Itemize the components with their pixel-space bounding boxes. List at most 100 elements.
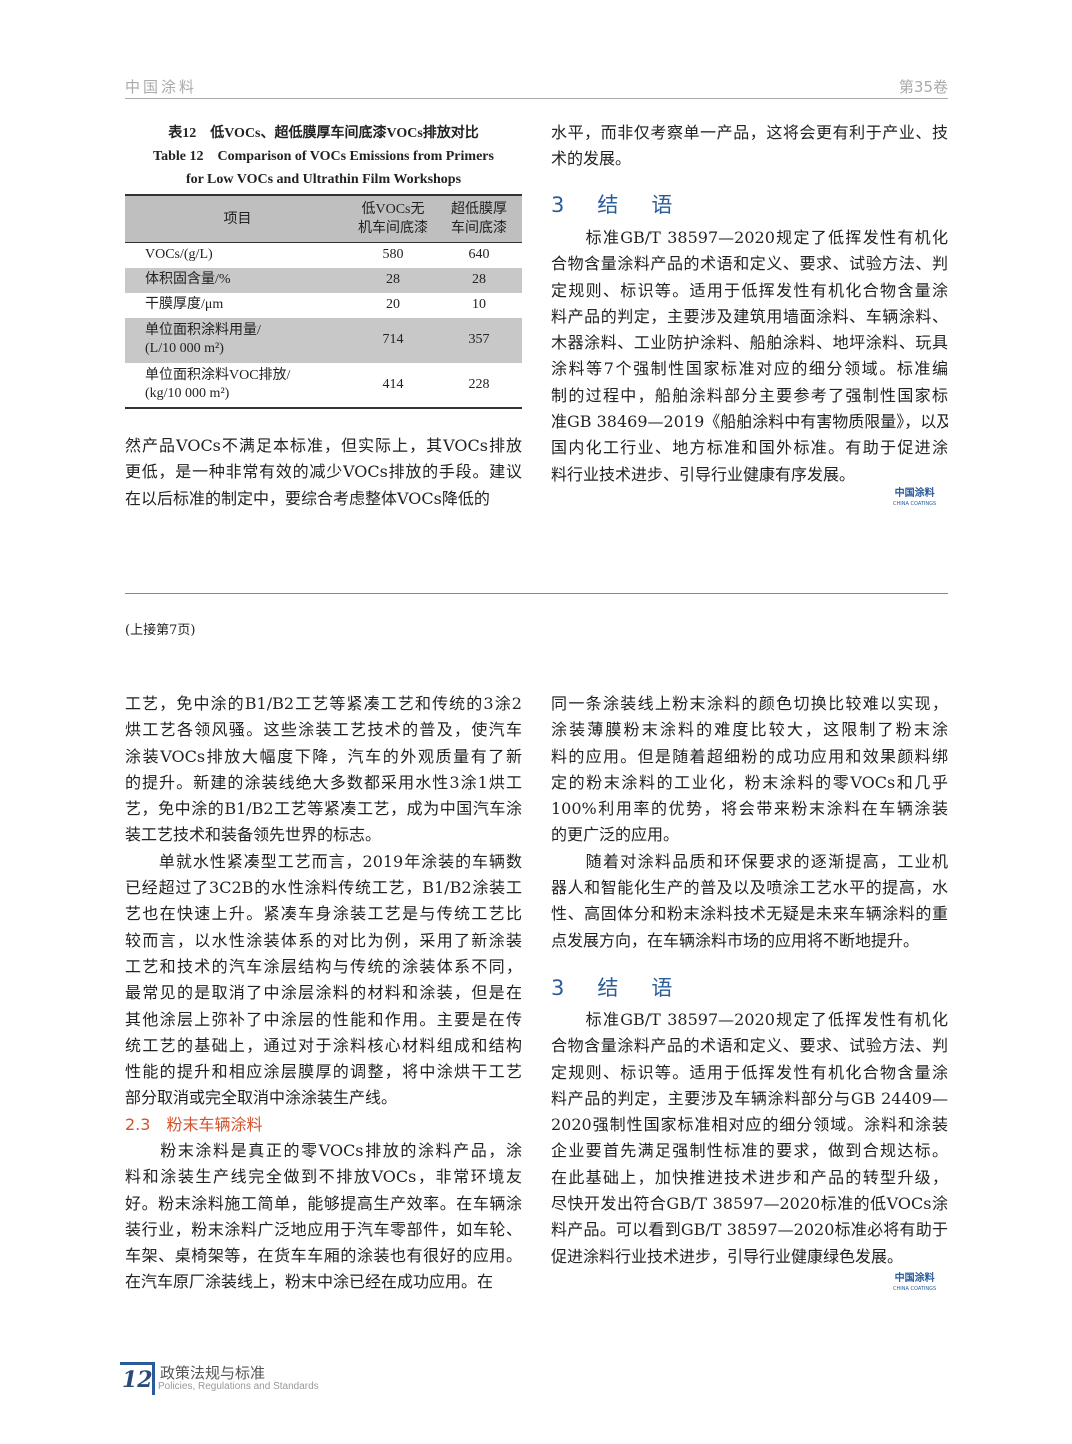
table-header-row: 项目 低VOCs无 机车间底漆 超低膜厚 车间底漆 [125,194,522,243]
table-header-cell: 项目 [125,194,350,243]
text-line: 料的应用。但是随着超细粉的成功应用和效果颜料绑 [551,746,948,766]
text-line: 艺也在快速上升。紧凑车身涂装工艺是与传统工艺比 [125,904,522,924]
top-right-text: 水平，而非仅考察单一产品，这将会更有利于产业、技 术的发展。 [551,120,948,173]
text-line: 促进涂料行业技术进步，引导行业健康绿色发展。 [551,1246,904,1266]
text-line: 料产品的判定，主要涉及建筑用墙面涂料、车辆涂料、 [551,306,948,326]
text-line: 定规则、标识等。适用于低挥发性有机化合物含量涂 [551,280,948,300]
volume: 第35卷 [898,78,948,96]
text-line: 其他涂层上弥补了中涂层的性能和作用。主要是在传 [125,1009,522,1029]
text-line: 标准GB/T 38597—2020规定了低挥发性有机化 [551,228,948,247]
text-line: 标准GB/T 38597—2020规定了低挥发性有机化 [551,1010,948,1029]
text-line: 随着对涂料品质和环保要求的逐渐提高，工业机 [551,851,948,871]
text-line: 最常见的是取消了中涂层涂料的材料和涂装，但是在 [125,983,522,1003]
table-header-cell: 超低膜厚 车间底漆 [436,194,522,243]
section-divider [125,593,948,594]
text-line: 的更广泛的应用。 [551,825,680,845]
table-cell: 干膜厚度/μm [145,297,224,312]
text-line: 工艺和技术的汽车涂层结构与传统的涂装体系不同， [125,956,522,976]
top-conclusion: 标准GB/T 38597—2020规定了低挥发性有机化 合物含量涂料产品的术语和定… [551,225,948,488]
footer-section-en: Policies, Regulations and Standards [158,1381,319,1392]
text-line: 合物含量涂料产品的术语和定义、要求、试验方法、判 [551,254,948,274]
text-line: 企业要首先满足强制性标准的要求，做到合规达标。 [551,1141,948,1161]
bottom-left-text-2: 粉末涂料是真正的零VOCs排放的涂料产品，涂 料和涂装生产线完全做到不排放VOCs… [125,1138,522,1296]
text-line: 合物含量涂料产品的术语和定义、要求、试验方法、判 [551,1036,948,1056]
section-2-3-heading: 2.3 粉末车辆涂料 [125,1115,263,1134]
table-cell: 414 [382,376,404,392]
table-cell: VOCs/(g/L) [145,247,213,263]
text-line: 的提升。新建的涂装线绝大多数都采用水性3涂1烘工 [125,772,522,792]
table-cell: 357 [436,317,522,363]
footer-section-cn: 政策法规与标准 [160,1364,266,1382]
text-line: 100%利用率的优势，将会带来粉末涂料在车辆涂装 [551,799,948,819]
page-number: 12 [122,1367,153,1393]
caption-en-1: Table 12 Comparison of VOCs Emissions fr… [153,149,494,164]
journal-name: 中国涂料 [125,78,198,96]
text-line: 涂装VOCs排放大幅度下降，汽车的外观质量有了新 [125,746,522,766]
section-heading-conclusion-2: 3 结 语 [551,976,679,1000]
bottom-left-text: 工艺，免中涂的B1/B2工艺等紧凑工艺和传统的3涂2 烘工艺各领风骚。这些涂装工艺… [125,691,522,1112]
text-line: 水平，而非仅考察单一产品，这将会更有利于产业、技 [551,123,948,142]
journal-logo: 中国涂料 CHINA COATINGS [893,488,937,508]
text-line: 粉末涂料是真正的零VOCs排放的涂料产品，涂 [125,1141,522,1160]
table-row: 单位面积涂料VOC排放/ (kg/10 000 m²) 414 228 [125,363,522,408]
text-line: 装行业，粉末涂料广泛地应用于汽车零部件，如车轮、 [125,1219,522,1239]
table-cell: 640 [468,247,490,263]
bottom-right-text: 同一条涂装线上粉末涂料的颜色切换比较难以实现， 涂装薄膜粉末涂料的难度比较大，这限… [551,691,948,954]
text-line: 尽快开发出符合GB/T 38597—2020标准的低VOCs涂 [551,1194,948,1214]
text-line: 烘工艺各领风骚。这些涂装工艺技术的普及，使汽车 [125,720,522,740]
text-line: 料产品。可以看到GB/T 38597—2020标准必将有助于 [551,1220,948,1240]
text-line: 在以后标准的制定中，要综合考虑整体VOCs降低的 [125,488,490,508]
table-caption: 表12 低VOCs、超低膜厚车间底漆VOCs排放对比 Table 12 Comp… [115,122,532,191]
text-line: 部分取消或完全取消中涂涂装生产线。 [125,1088,398,1108]
text-line: 器人和智能化生产的普及以及喷涂工艺水平的提高，水 [551,878,948,898]
text-line: 木器涂料、工业防护涂料、船舶涂料、地坪涂料、玩具 [551,333,948,353]
text-line: 在汽车原厂涂装线上，粉末中涂已经在成功应用。在 [125,1272,494,1292]
table-cell: 28 [436,267,522,293]
text-line: 装工艺技术和装备领先世界的标志。 [125,825,382,845]
text-line: 统工艺的基础上，通过对于涂料核心材料组成和结构 [125,1035,522,1055]
page-number-box: 12 [120,1362,155,1395]
table-cell: 单位面积涂料用量/ (L/10 000 m²) [125,317,350,363]
text-line: 术的发展。 [551,149,632,169]
text-line: 然产品VOCs不满足本标准，但实际上，其VOCs排放 [125,436,522,455]
text-line: 较而言，以水性涂装体系的对比为例，采用了新涂装 [125,930,522,950]
caption-cn: 表12 低VOCs、超低膜厚车间底漆VOCs排放对比 [168,126,479,141]
text-line: 艺，免中涂的B1/B2工艺等紧凑工艺，成为中国汽车涂 [125,799,522,819]
table-cell: 单位面积涂料VOC排放/ (kg/10 000 m²) [145,367,291,401]
top-left-text: 然产品VOCs不满足本标准，但实际上，其VOCs排放 更低，是一种非常有效的减少V… [125,433,522,512]
text-line: 制的过程中，船舶涂料部分主要参考了强制性国家标 [551,385,948,405]
text-line: 国内化工行业、地方标准和国外标准。有助于促进涂 [551,438,948,458]
continued-note: (上接第7页) [125,623,196,638]
table-cell: 20 [386,297,400,312]
text-line: 已经超过了3C2B的水性涂料传统工艺，B1/B2涂装工 [125,878,522,898]
text-line: 料产品的判定，主要涉及车辆涂料部分与GB 24409— [551,1088,948,1108]
table-cell: 28 [350,267,436,293]
text-line: 同一条涂装线上粉末涂料的颜色切换比较难以实现， [551,694,948,713]
caption-en-2: for Low VOCs and Ultrathin Film Workshop… [185,172,462,187]
text-line: 工艺，免中涂的B1/B2工艺等紧凑工艺和传统的3涂2 [125,694,522,713]
text-line: 定规则、标识等。适用于低挥发性有机化合物含量涂 [551,1062,948,1082]
table-row: 体积固含量/% 28 28 [125,267,522,293]
text-line: 性、高固体分和粉末涂料技术无疑是未来车辆涂料的重 [551,904,948,924]
text-line: 定的粉末涂料的工业化，粉末涂料的零VOCs和几乎 [551,772,948,792]
table-row: 干膜厚度/μm 20 10 [125,293,522,318]
bottom-conclusion: 标准GB/T 38597—2020规定了低挥发性有机化 合物含量涂料产品的术语和定… [551,1007,948,1270]
text-line: 准GB 38469—2019《船舶涂料中有害物质限量》，以及 [551,412,948,432]
table-cell: 10 [472,297,486,312]
text-line: 车架、桌椅架等，在货车车厢的涂装也有很好的应用。 [125,1246,522,1266]
table-header-cell: 低VOCs无 机车间底漆 [350,194,436,243]
text-line: 涂料等7个强制性国家标准对应的细分领域。标准编 [551,359,948,379]
section-heading-conclusion: 3 结 语 [551,193,679,217]
text-line: 点发展方向，在车辆涂料市场的应用将不断地提升。 [551,930,920,950]
text-line: 单就水性紧凑型工艺而言，2019年涂装的车辆数 [125,851,522,871]
header-rule [125,98,948,99]
table-cell: 580 [382,247,404,263]
table-cell: 714 [350,317,436,363]
table-row: VOCs/(g/L) 580 640 [125,243,522,268]
journal-logo-2: 中国涂料 CHINA COATINGS [893,1273,937,1293]
text-line: 更低，是一种非常有效的减少VOCs排放的手段。建议 [125,462,522,482]
text-line: 好。粉末涂料施工简单，能够提高生产效率。在车辆涂 [125,1193,522,1213]
text-line: 涂装薄膜粉末涂料的难度比较大，这限制了粉末涂 [551,720,948,740]
table-cell: 体积固含量/% [125,267,350,293]
